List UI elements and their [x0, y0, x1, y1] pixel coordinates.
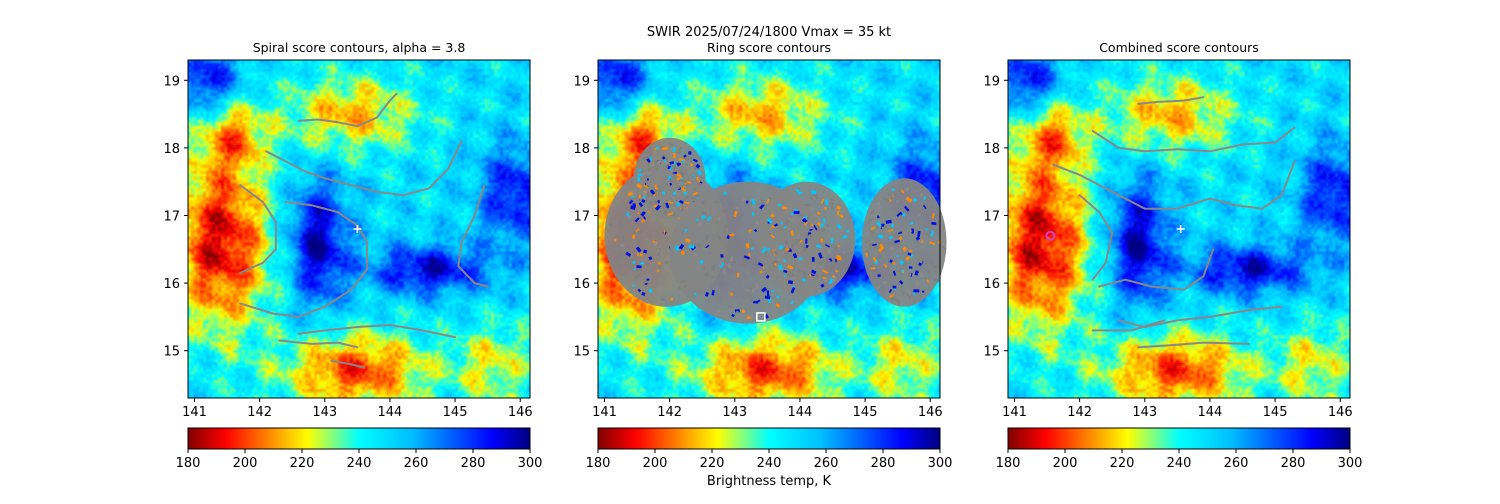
y-tick-label: 19	[573, 74, 590, 89]
y-tick-label: 18	[573, 142, 590, 157]
colorbar-2: 180 200 220 240 260 280 300 Brightness temp, K	[586, 427, 953, 489]
y-tick-label: 15	[573, 345, 590, 360]
colorbar-tick-label: 240	[1167, 456, 1192, 471]
x-tick-label: 141	[182, 405, 207, 420]
colorbar-tick-label: 180	[996, 456, 1021, 471]
x-tick-label: 144	[788, 405, 813, 420]
contour-line-4	[239, 201, 369, 318]
contour-line-4	[1078, 194, 1114, 281]
y-tick-label: 19	[983, 74, 1000, 89]
x-tick-label: 144	[1198, 405, 1223, 420]
colorbar-tick-label: 300	[518, 456, 543, 471]
contour-line-8	[1137, 341, 1250, 349]
colorbar-tick-label: 220	[290, 456, 315, 471]
axes-frame	[187, 59, 531, 399]
figure-suptitle: SWIR 2025/07/24/1800 Vmax = 35 kt	[647, 25, 891, 40]
colorbar-3: 180 200 220 240 260 280 300	[996, 427, 1363, 471]
y-tick-label: 18	[983, 142, 1000, 157]
colorbar-gradient	[187, 427, 531, 450]
panel-3: Combined score contours 141 142 143 144 145 14…	[983, 40, 1352, 420]
panel-2: Ring score contours 141 142 143 144 145 146 15 1…	[573, 40, 947, 420]
x-tick-label: 142	[247, 405, 272, 420]
colorbar-tick-label: 220	[700, 456, 725, 471]
y-tick-label: 17	[573, 209, 590, 224]
contour-line-8	[330, 359, 365, 369]
colorbar-tick-label: 260	[404, 456, 429, 471]
axes-frame	[597, 59, 941, 399]
ring-region-5	[861, 178, 947, 307]
y-tick-label: 15	[983, 345, 1000, 360]
ring-region-4	[757, 181, 856, 297]
y-tick-label: 18	[163, 142, 180, 157]
y-tick-label: 16	[163, 277, 180, 292]
colorbar-label: Brightness temp, K	[707, 474, 832, 489]
colorbar-gradient	[597, 427, 941, 450]
colorbar-tick-label: 300	[928, 456, 953, 471]
contour-line-5	[1098, 248, 1215, 291]
x-tick-label: 143	[722, 405, 747, 420]
center-marker-circle	[1045, 230, 1056, 241]
center-marker-plus	[353, 225, 362, 233]
panels: Spiral score contours, alpha = 3.8 141 142…	[163, 40, 1362, 489]
y-tick-label: 16	[983, 277, 1000, 292]
x-tick-label: 146	[1328, 405, 1353, 420]
x-tick-label: 143	[1132, 405, 1157, 420]
colorbar-tick-label: 260	[814, 456, 839, 471]
colorbar-tick-label: 280	[1281, 456, 1306, 471]
contour-line-1	[297, 92, 398, 128]
x-tick-label: 141	[1002, 405, 1027, 420]
x-tick-label: 142	[657, 405, 682, 420]
y-tick-label: 15	[163, 345, 180, 360]
colorbar-tick-label: 280	[871, 456, 896, 471]
x-tick-label: 143	[312, 405, 337, 420]
y-tick-label: 19	[163, 74, 180, 89]
contour-line-5	[457, 184, 489, 288]
axes-frame	[1007, 59, 1351, 399]
contour-line-3	[1052, 160, 1296, 210]
contour-line-6	[297, 324, 457, 339]
colorbar-tick-label: 220	[1110, 456, 1135, 471]
colorbar-tick-label: 200	[1053, 456, 1078, 471]
y-tick-label: 16	[573, 277, 590, 292]
center-marker-plus	[1176, 225, 1185, 233]
center-marker-square	[756, 312, 766, 322]
panel-title: Spiral score contours, alpha = 3.8	[253, 40, 466, 55]
contour-line-6	[1117, 305, 1283, 328]
x-tick-label: 144	[378, 405, 403, 420]
x-tick-label: 146	[918, 405, 943, 420]
colorbar-tick-label: 260	[1224, 456, 1249, 471]
colorbar-gradient	[1007, 427, 1351, 450]
colorbar-tick-label: 180	[586, 456, 611, 471]
x-tick-label: 145	[853, 405, 878, 420]
x-tick-label: 146	[508, 405, 533, 420]
contour-line-2	[265, 140, 463, 197]
colorbar-tick-label: 300	[1338, 456, 1363, 471]
x-tick-label: 145	[443, 405, 468, 420]
contour-line-1	[1137, 96, 1205, 105]
x-tick-label: 145	[1263, 405, 1288, 420]
colorbar-tick-label: 180	[176, 456, 201, 471]
contour-line-2	[1091, 126, 1296, 153]
colorbar-tick-label: 200	[643, 456, 668, 471]
contour-line-3	[239, 184, 277, 274]
colorbar-1: 180 200 220 240 260 280 300	[176, 427, 543, 471]
panel-title: Combined score contours	[1099, 40, 1259, 55]
x-tick-label: 142	[1067, 405, 1092, 420]
panel-1: Spiral score contours, alpha = 3.8 141 142…	[163, 40, 532, 420]
colorbar-tick-label: 240	[347, 456, 372, 471]
contour-line-7	[278, 339, 359, 349]
y-tick-label: 17	[163, 209, 180, 224]
colorbar-tick-label: 240	[757, 456, 782, 471]
colorbar-tick-label: 280	[461, 456, 486, 471]
y-tick-label: 17	[983, 209, 1000, 224]
colorbar-tick-label: 200	[233, 456, 258, 471]
contour-line-7	[1091, 319, 1166, 332]
x-tick-label: 141	[592, 405, 617, 420]
panel-title: Ring score contours	[707, 40, 831, 55]
